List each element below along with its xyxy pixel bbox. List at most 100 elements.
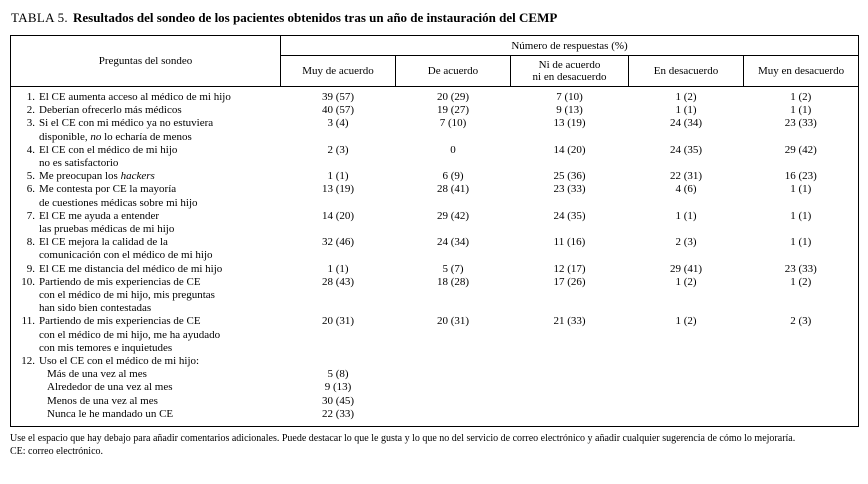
question-cell: 7. El CE me ayuda a entender las pruebas m… xyxy=(11,210,281,236)
table-row: 7. El CE me ayuda a entender las pruebas m… xyxy=(11,210,859,236)
value-cell: 1 (1) xyxy=(327,170,349,183)
value-cell: 25 (36) xyxy=(553,170,586,183)
value-cell: 14 (20) xyxy=(321,209,355,222)
column-header-de-acuerdo: De acuerdo xyxy=(395,55,511,87)
table-row: 1. El CE aumenta acceso al médico de mi h… xyxy=(11,87,859,105)
value-cell: 22 (31) xyxy=(669,170,703,183)
column-header-ni-acuerdo-ni-desacuerdo: Ni de acuerdo ni en desacuerdo xyxy=(510,55,629,87)
value-cell xyxy=(281,355,396,368)
value-cell: 39 (57) xyxy=(321,91,355,103)
value-cell: 6 (9) xyxy=(442,170,464,183)
value-cell: 23 (33) xyxy=(784,117,817,130)
value-cell: 1 (1) xyxy=(675,209,697,222)
question-cell: 12. Uso el CE con el médico de mi hijo: xyxy=(11,355,281,368)
question-text: con mis temores e inquietudes xyxy=(39,341,173,354)
survey-table-body: 1. El CE aumenta acceso al médico de mi h… xyxy=(11,87,859,427)
value-cell: 30 (45) xyxy=(321,394,355,407)
table-row: 6. Me contesta por CE la mayoría de cuesti… xyxy=(11,183,859,209)
value-cell: 13 (19) xyxy=(553,117,586,130)
value-cell: 24 (34) xyxy=(669,117,703,130)
question-text: Partiendo de mis experiencias de CE xyxy=(39,275,201,288)
question-text: El CE mejora la calidad de la xyxy=(39,236,168,249)
question-text: no xyxy=(90,130,102,143)
column-header-muy-en-desacuerdo: Muy en desacuerdo xyxy=(742,55,859,87)
value-cell xyxy=(744,381,859,394)
question-text: de cuestiones médicas sobre mi hijo xyxy=(39,196,198,209)
value-cell: 23 (33) xyxy=(553,183,586,196)
value-cell: 28 (41) xyxy=(436,183,470,196)
question-cell: Menos de una vez al mes xyxy=(11,395,281,408)
value-cell: 29 (42) xyxy=(784,143,817,156)
value-cell xyxy=(744,355,859,368)
value-cell: 28 (43) xyxy=(321,275,355,288)
question-cell: 2. Deberían ofrecerlo más médicos xyxy=(11,104,281,117)
value-cell: 1 (1) xyxy=(790,183,812,196)
question-cell: 4. El CE con el médico de mi hijo no es sa… xyxy=(11,144,281,170)
value-cell: 12 (17) xyxy=(553,262,586,275)
question-text: Nunca le he mandado un CE xyxy=(47,407,174,420)
header-row-top: Preguntas del sondeo Número de respuesta… xyxy=(10,35,859,87)
question-text: Me contesta por CE la mayoría xyxy=(39,183,177,196)
question-text: hackers xyxy=(120,170,155,183)
value-cell: 17 (26) xyxy=(553,275,586,288)
table-head: Preguntas del sondeo Número de respuesta… xyxy=(10,35,859,87)
table-row: 2. Deberían ofrecerlo más médicos 40 (57) 1… xyxy=(11,104,859,117)
question-number: 7. xyxy=(26,209,35,222)
value-cell xyxy=(744,368,859,381)
question-text: no es satisfactorio xyxy=(39,157,119,170)
question-text: disponible, xyxy=(39,130,91,143)
value-cell: 20 (31) xyxy=(436,315,470,328)
value-cell: 7 (10) xyxy=(556,91,583,103)
value-cell: 18 (28) xyxy=(436,275,470,288)
table-title: Resultados del sondeo de los pacientes o… xyxy=(72,10,558,25)
question-cell: 1. El CE aumenta acceso al médico de mi h… xyxy=(11,87,281,105)
value-cell: 2 (3) xyxy=(327,143,349,156)
question-number: 10. xyxy=(21,275,35,288)
value-cell: 1 (2) xyxy=(790,275,812,288)
value-cell: 13 (19) xyxy=(321,183,355,196)
question-text: Deberían ofrecerlo más médicos xyxy=(39,104,182,117)
table-row: Alrededor de una vez al mes 9 (13) xyxy=(11,381,859,394)
question-text: han sido bien contestadas xyxy=(39,302,152,315)
value-cell xyxy=(511,355,629,368)
value-cell: 14 (20) xyxy=(553,143,586,156)
value-cell xyxy=(629,408,744,427)
page: TABLA 5. Resultados del sondeo de los pac… xyxy=(10,10,860,458)
value-cell: 1 (1) xyxy=(790,104,812,117)
question-text: lo echaría de menos xyxy=(101,130,192,143)
value-cell xyxy=(396,381,511,394)
table-row: 4. El CE con el médico de mi hijo no es sa… xyxy=(11,144,859,170)
table-row: 8. El CE mejora la calidad de la comunicac… xyxy=(11,236,859,262)
footnotes: Use el espacio que hay debajo para añadi… xyxy=(10,433,858,458)
value-cell: 23 (33) xyxy=(784,262,817,275)
question-number: 2. xyxy=(26,104,35,117)
value-cell: 21 (33) xyxy=(553,315,586,328)
question-text: comunicación con el médico de mi hijo xyxy=(39,249,213,262)
question-number: 12. xyxy=(21,355,35,368)
table-row: Menos de una vez al mes 30 (45) xyxy=(11,395,859,408)
value-cell: 11 (16) xyxy=(553,236,586,249)
value-cell xyxy=(629,355,744,368)
header-row-columns: Muy de acuerdo De acuerdo Ni de acuerdo … xyxy=(11,55,859,87)
table-row: 3. Si el CE con mi médico ya no estuviera… xyxy=(11,117,859,143)
question-text: Uso el CE con el médico de mi hijo: xyxy=(39,355,200,368)
value-cell: 24 (34) xyxy=(436,236,470,249)
question-text: El CE aumenta acceso al médico de mi hij… xyxy=(39,91,231,103)
value-cell xyxy=(511,408,629,427)
value-cell: 16 (23) xyxy=(784,170,817,183)
value-cell: 1 (1) xyxy=(675,104,697,117)
question-cell: 3. Si el CE con mi médico ya no estuviera… xyxy=(11,117,281,143)
value-cell: 1 (2) xyxy=(675,91,697,103)
question-text: con el médico de mi hijo, me ha ayudado xyxy=(39,328,221,341)
value-cell: 4 (6) xyxy=(675,183,697,196)
value-cell: 1 (1) xyxy=(790,236,812,249)
value-cell: 0 xyxy=(450,143,456,156)
question-text: Menos de una vez al mes xyxy=(47,394,158,407)
responses-header: Número de respuestas (%) xyxy=(280,35,859,56)
question-number: 9. xyxy=(26,262,35,275)
table-row: 10. Partiendo de mis experiencias de CE co… xyxy=(11,276,859,316)
question-number: 8. xyxy=(26,236,35,249)
question-cell: 5. Me preocupan los hackers xyxy=(11,170,281,183)
value-cell: 29 (42) xyxy=(436,209,470,222)
value-cell: 1 (2) xyxy=(790,91,812,103)
